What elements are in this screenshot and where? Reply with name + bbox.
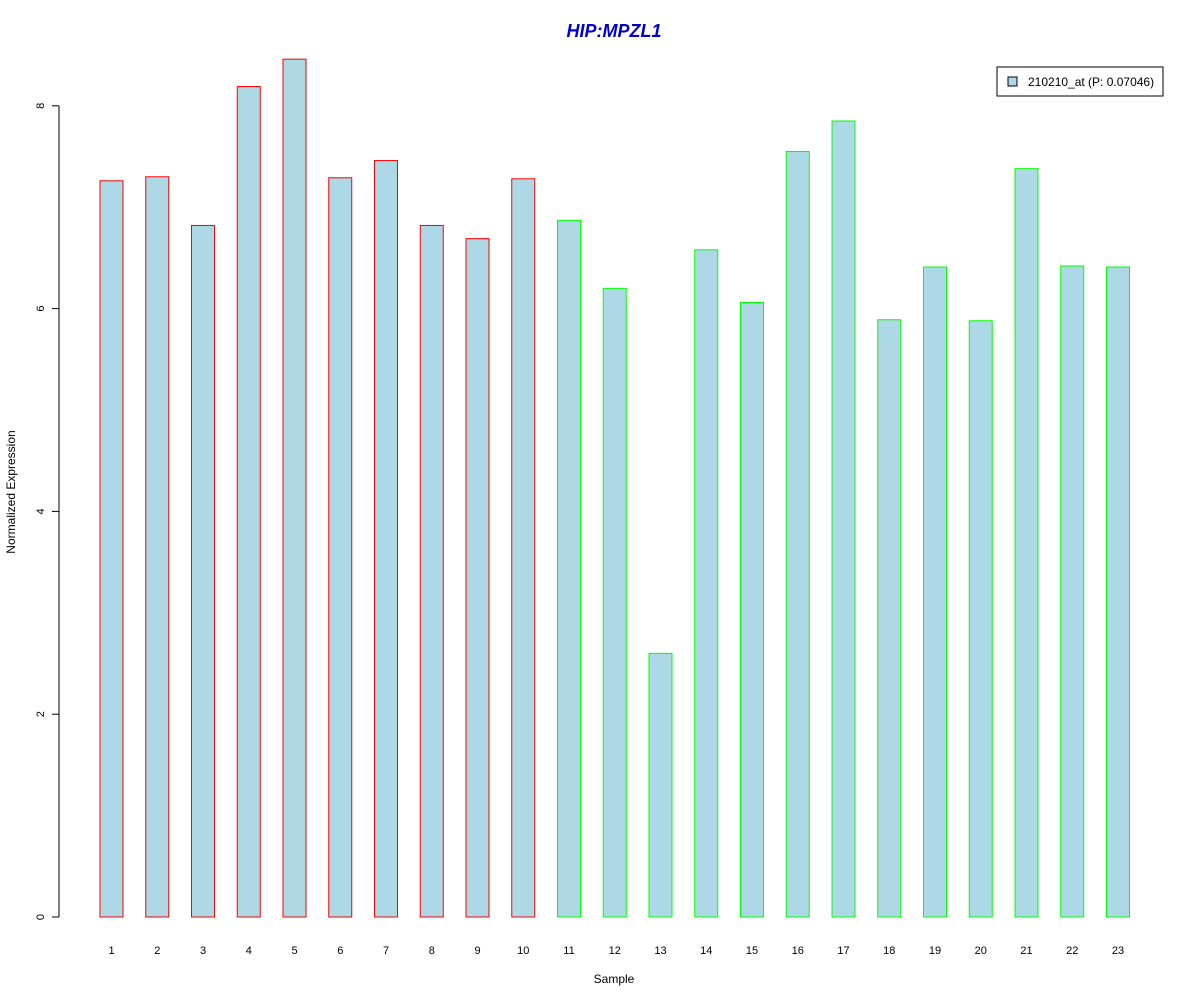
bar-sample-3 [191, 224, 215, 918]
bar-sample-15 [740, 302, 764, 918]
bar-sample-13 [648, 652, 673, 918]
x-tick-label: 5 [291, 945, 297, 957]
y-tick-label: 2 [35, 711, 47, 717]
bar-sample-6 [328, 177, 353, 918]
x-tick-labels: 1 2 3 4 5 6 7 8 9 10 11 12 13 14 15 16 17 18 19 20 21 22 23 [108, 945, 1124, 957]
x-tick-label: 12 [609, 945, 621, 957]
x-tick-label: 20 [975, 945, 987, 957]
bar-sample-18 [877, 319, 902, 918]
legend-box [996, 66, 1164, 97]
bar-sample-8 [419, 224, 444, 918]
x-tick-label: 7 [383, 945, 389, 957]
bar-sample-5 [282, 58, 307, 918]
bar-sample-22 [1060, 265, 1085, 918]
x-tick-label: 8 [429, 945, 435, 957]
x-tick-label: 15 [746, 945, 758, 957]
bar-sample-7 [374, 160, 398, 918]
x-tick-label: 13 [654, 945, 666, 957]
x-tick-label: 21 [1020, 945, 1032, 957]
bar-sample-14 [694, 249, 719, 918]
x-tick-label: 19 [929, 945, 941, 957]
y-ticks: 0 2 4 6 8 [35, 103, 59, 920]
bar-sample-4 [236, 86, 261, 918]
bar-sample-17 [831, 120, 856, 918]
chart-title: HIP:MPZL1 [566, 21, 661, 41]
bar-sample-9 [465, 238, 490, 918]
bar-sample-2 [145, 176, 170, 918]
x-tick-label: 16 [792, 945, 804, 957]
bar-sample-19 [923, 266, 947, 918]
bar-sample-20 [968, 320, 993, 918]
x-tick-label: 9 [474, 945, 480, 957]
bar-sample-23 [1106, 266, 1130, 918]
bar-sample-21 [1014, 168, 1039, 918]
x-tick-label: 10 [517, 945, 529, 957]
y-tick-label: 0 [35, 914, 47, 920]
x-tick-label: 3 [200, 945, 206, 957]
y-tick-label: 6 [35, 306, 47, 312]
legend-label: 210210_at (P: 0.07046) [1028, 75, 1154, 89]
y-axis-label: Normalized Expression [4, 430, 18, 553]
x-axis-label: Sample [594, 972, 635, 986]
legend-swatch [1007, 76, 1018, 87]
bars-group [99, 58, 1130, 918]
bar-sample-12 [602, 287, 627, 918]
x-tick-label: 14 [700, 945, 712, 957]
x-tick-label: 22 [1066, 945, 1078, 957]
x-tick-label: 17 [837, 945, 849, 957]
x-tick-label: 4 [246, 945, 252, 957]
y-tick-label: 4 [35, 508, 47, 514]
bar-sample-11 [557, 219, 581, 918]
bar-sample-16 [785, 150, 810, 918]
x-tick-label: 6 [337, 945, 343, 957]
x-tick-label: 11 [563, 945, 574, 957]
x-tick-label: 1 [108, 945, 114, 957]
x-tick-label: 18 [883, 945, 895, 957]
x-tick-label: 23 [1112, 945, 1124, 957]
bar-sample-1 [99, 180, 124, 918]
y-tick-label: 8 [35, 103, 47, 109]
bar-sample-10 [511, 178, 536, 918]
legend: 210210_at (P: 0.07046) [996, 66, 1164, 97]
x-tick-label: 2 [154, 945, 160, 957]
